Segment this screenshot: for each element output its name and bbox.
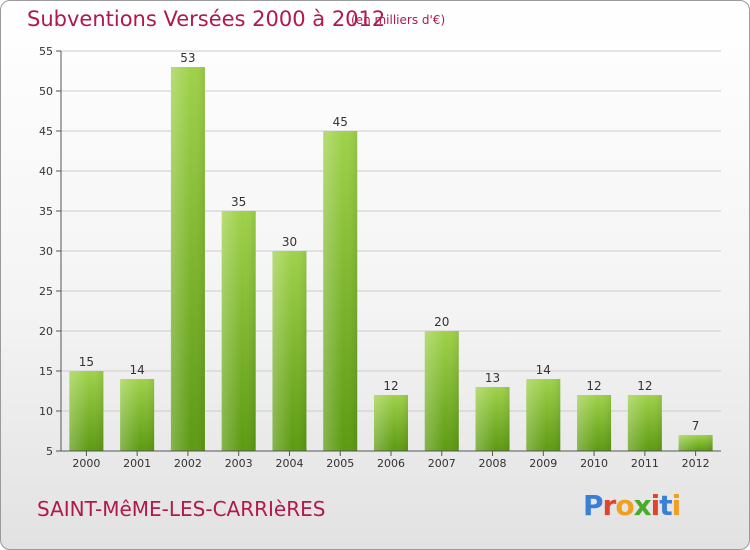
y-tick-label: 50: [39, 85, 53, 98]
y-tick-label: 45: [39, 125, 53, 138]
value-label: 12: [586, 379, 601, 393]
value-label: 53: [180, 51, 195, 65]
chart-title: Subventions Versées 2000 à 2012: [27, 7, 386, 31]
unit-label: (en milliers d'€): [351, 13, 446, 27]
value-label: 12: [637, 379, 652, 393]
value-label: 45: [333, 115, 348, 129]
bar-shading: [323, 131, 358, 451]
brand-letter: x: [633, 489, 652, 522]
value-label: 15: [79, 355, 94, 369]
x-tick-label: 2003: [225, 457, 253, 470]
x-tick-label: 2002: [174, 457, 202, 470]
bar-shading: [678, 435, 713, 451]
brand-logo: Proxiti: [583, 489, 682, 522]
bar-shading: [475, 387, 510, 451]
y-tick-label: 55: [39, 45, 53, 58]
y-tick-label: 15: [39, 365, 53, 378]
value-label: 13: [485, 371, 500, 385]
bar-shading: [69, 371, 104, 451]
value-label: 14: [536, 363, 551, 377]
value-label: 12: [383, 379, 398, 393]
x-tick-label: 2011: [631, 457, 659, 470]
y-tick-label: 30: [39, 245, 53, 258]
value-label: 30: [282, 235, 297, 249]
brand-letter: i: [671, 489, 682, 522]
bar-shading: [424, 331, 459, 451]
brand-letter: t: [659, 489, 672, 522]
bar-shading: [577, 395, 612, 451]
bar-shading: [374, 395, 408, 451]
y-tick-label: 10: [39, 405, 53, 418]
brand-letter: P: [583, 489, 604, 522]
y-tick-label: 5: [46, 445, 53, 458]
x-tick-label: 2012: [682, 457, 710, 470]
brand-letter: r: [602, 489, 617, 522]
x-tick-label: 2004: [275, 457, 303, 470]
x-tick-label: 2005: [326, 457, 354, 470]
y-tick-label: 20: [39, 325, 53, 338]
value-label: 7: [692, 419, 700, 433]
x-tick-label: 2006: [377, 457, 405, 470]
y-tick-label: 25: [39, 285, 53, 298]
x-tick-label: 2008: [479, 457, 507, 470]
y-tick-label: 40: [39, 165, 53, 178]
value-label: 14: [130, 363, 145, 377]
x-tick-label: 2007: [428, 457, 456, 470]
bar-shading: [170, 67, 205, 451]
bar-shading: [627, 395, 662, 451]
value-label: 20: [434, 315, 449, 329]
bar-shading: [272, 251, 307, 451]
value-label: 35: [231, 195, 246, 209]
bar-shading: [526, 379, 561, 451]
x-tick-label: 2001: [123, 457, 151, 470]
x-tick-label: 2010: [580, 457, 608, 470]
brand-letter: o: [615, 489, 634, 522]
bar-shading: [120, 379, 155, 451]
y-tick-label: 35: [39, 205, 53, 218]
brand-letter: i: [650, 489, 661, 522]
x-tick-label: 2009: [529, 457, 557, 470]
commune-name: SAINT-MêME-LES-CARRIèRES: [37, 497, 326, 521]
x-tick-label: 2000: [72, 457, 100, 470]
bar-shading: [221, 211, 256, 451]
